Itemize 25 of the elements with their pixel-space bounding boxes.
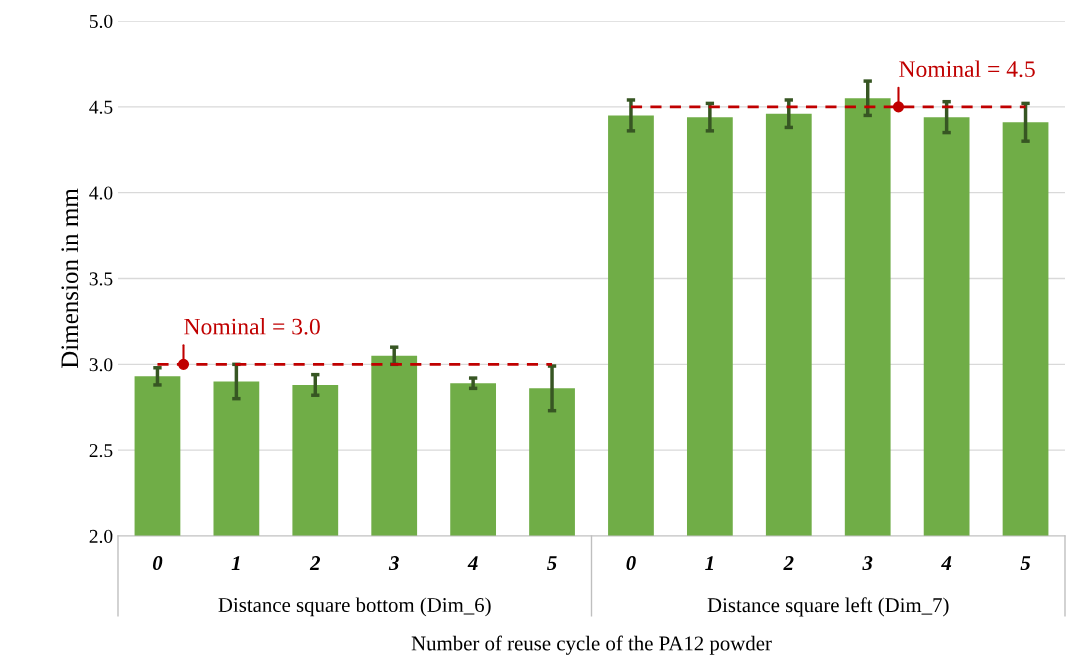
x-axis-title: Number of reuse cycle of the PA12 powder: [411, 635, 772, 655]
x-tick-label: 2: [309, 556, 321, 570]
y-tick-label: 2.0: [89, 529, 113, 544]
x-tick-label: 5: [1020, 556, 1031, 571]
x-tick-label: 4: [941, 556, 952, 570]
y-axis-title: Dimension in mm: [61, 188, 79, 369]
x-tick-label: 3: [862, 556, 873, 571]
x-tick-label: 5: [547, 556, 557, 571]
y-tick-label: 2.5: [89, 444, 113, 458]
text: Distance square left (Dim_7): [707, 597, 949, 617]
y-tick-label: 4.0: [89, 186, 113, 200]
ref-line-label: Nominal = 4.5: [899, 60, 1035, 78]
y-tick-label: 3.0: [89, 358, 113, 372]
x-tick-label: 4: [467, 556, 478, 570]
y-tick-label: 4.5: [89, 100, 113, 114]
ref-line-label: Nominal = 3.0: [184, 317, 320, 335]
x-tick-label: 0: [152, 556, 163, 571]
text: Distance square bottom (Dim_6): [218, 597, 491, 617]
x-tick-label: 3: [388, 556, 399, 571]
x-tick-label: 1: [705, 556, 713, 570]
x-tick-label: 2: [783, 556, 794, 570]
x-tick-label: 1: [231, 556, 240, 570]
y-tick-label: 3.5: [89, 272, 113, 286]
y-tick-label: 5.0: [89, 14, 113, 29]
x-tick-label: 0: [626, 556, 636, 571]
